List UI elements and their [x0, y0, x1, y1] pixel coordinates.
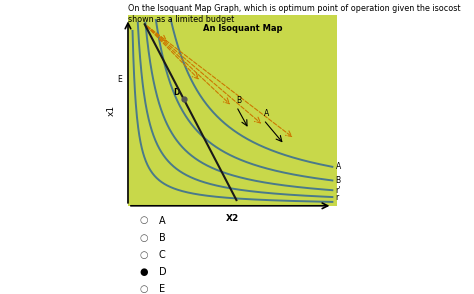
Text: A: A [159, 216, 165, 225]
Text: ○: ○ [140, 233, 148, 243]
Text: r: r [336, 193, 339, 201]
Text: ●: ● [140, 267, 148, 277]
Text: D: D [159, 267, 166, 277]
Text: E: E [159, 284, 165, 294]
Text: An Isoquant Map: An Isoquant Map [203, 24, 283, 33]
Text: B: B [336, 176, 341, 185]
Text: A: A [264, 109, 269, 118]
Text: On the Isoquant Map Graph, which is optimum point of operation given the isocost: On the Isoquant Map Graph, which is opti… [128, 4, 460, 24]
Text: D: D [173, 88, 180, 97]
Text: B: B [237, 96, 242, 105]
Text: ○: ○ [140, 250, 148, 260]
Text: X2: X2 [226, 214, 239, 223]
Text: E: E [118, 75, 122, 83]
Text: r': r' [336, 186, 341, 195]
Text: C: C [159, 250, 165, 260]
Text: B: B [159, 233, 165, 243]
Text: ○: ○ [140, 284, 148, 294]
Text: A: A [336, 162, 341, 171]
Text: x1: x1 [107, 105, 116, 116]
Text: ○: ○ [140, 216, 148, 225]
